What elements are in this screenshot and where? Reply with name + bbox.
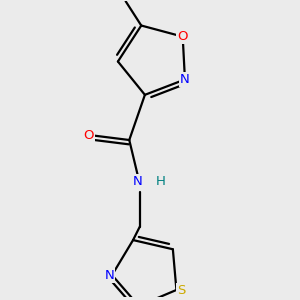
Text: N: N: [133, 175, 143, 188]
Text: N: N: [104, 268, 114, 282]
Text: H: H: [156, 175, 166, 188]
Text: O: O: [83, 129, 94, 142]
Text: S: S: [177, 284, 186, 297]
Text: N: N: [180, 73, 190, 86]
Text: O: O: [177, 30, 188, 43]
